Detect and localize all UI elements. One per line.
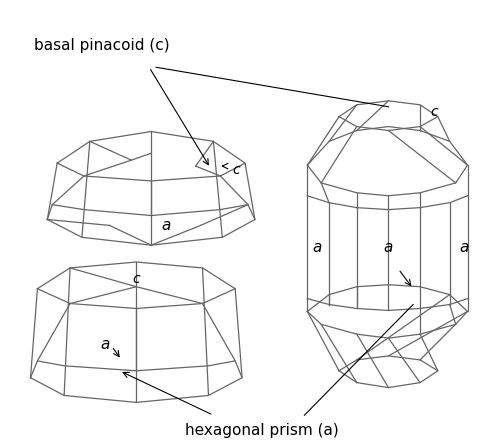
Text: c: c [132,272,140,286]
Text: basal pinacoid (c): basal pinacoid (c) [34,37,170,52]
Text: hexagonal prism (a): hexagonal prism (a) [185,423,338,438]
Text: c: c [430,105,438,119]
Text: a: a [100,336,110,351]
Text: a: a [384,239,393,254]
Text: a: a [312,239,322,254]
Text: a: a [162,218,170,233]
Text: a: a [460,239,469,254]
Text: c: c [232,163,240,177]
